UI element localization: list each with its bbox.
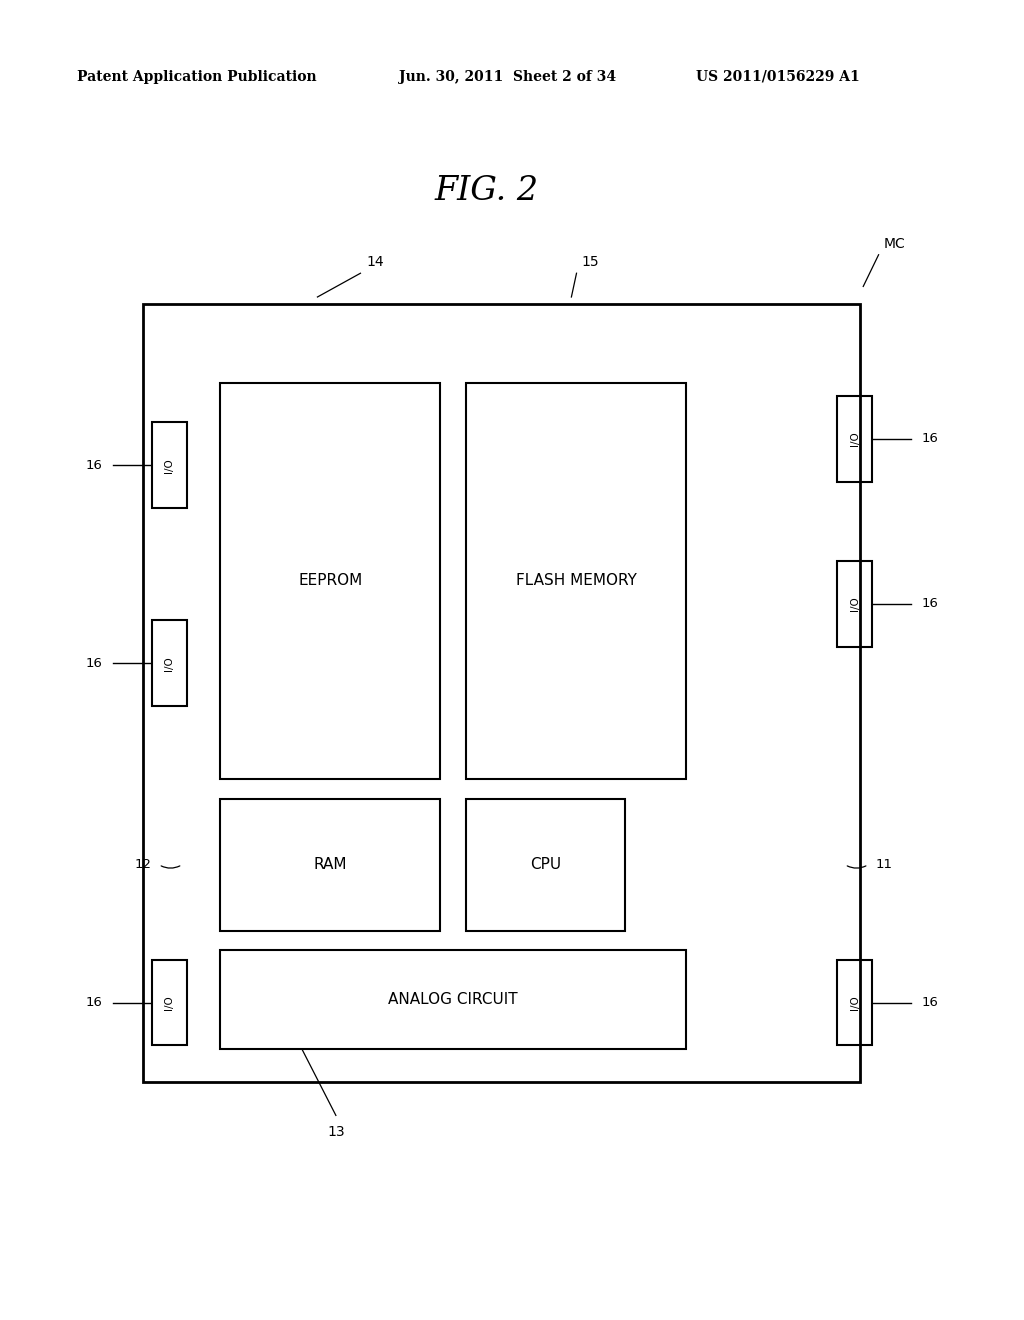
Text: 12: 12 [134, 858, 152, 871]
Text: I/O: I/O [850, 597, 859, 611]
Bar [143, 304, 860, 1082]
Bar [837, 960, 872, 1045]
Bar [837, 561, 872, 647]
Text: US 2011/0156229 A1: US 2011/0156229 A1 [696, 70, 860, 83]
Bar [220, 799, 440, 931]
Text: 11: 11 [876, 858, 893, 871]
Text: Jun. 30, 2011  Sheet 2 of 34: Jun. 30, 2011 Sheet 2 of 34 [399, 70, 616, 83]
Text: 16: 16 [922, 433, 938, 445]
Text: 16: 16 [86, 997, 102, 1008]
Text: I/O: I/O [850, 432, 859, 446]
Text: I/O: I/O [850, 995, 859, 1010]
Text: MC: MC [884, 236, 905, 251]
Text: RAM: RAM [313, 857, 347, 873]
Bar [220, 950, 686, 1049]
Text: CPU: CPU [529, 857, 561, 873]
Text: ANALOG CIRCUIT: ANALOG CIRCUIT [388, 993, 518, 1007]
Text: EEPROM: EEPROM [298, 573, 362, 589]
Bar [466, 383, 686, 779]
Bar [152, 422, 187, 508]
Text: I/O: I/O [165, 656, 174, 671]
Text: 14: 14 [367, 255, 384, 269]
Text: 16: 16 [922, 997, 938, 1008]
Bar [466, 799, 625, 931]
Text: I/O: I/O [165, 458, 174, 473]
Text: 16: 16 [86, 657, 102, 669]
Text: Patent Application Publication: Patent Application Publication [77, 70, 316, 83]
Text: FIG. 2: FIG. 2 [434, 176, 539, 207]
Bar [837, 396, 872, 482]
Text: 16: 16 [86, 459, 102, 471]
Text: 16: 16 [922, 598, 938, 610]
Text: 13: 13 [327, 1125, 345, 1139]
Text: I/O: I/O [165, 995, 174, 1010]
Bar [152, 960, 187, 1045]
Bar [220, 383, 440, 779]
Bar [152, 620, 187, 706]
Text: 15: 15 [582, 255, 599, 269]
Text: FLASH MEMORY: FLASH MEMORY [515, 573, 637, 589]
